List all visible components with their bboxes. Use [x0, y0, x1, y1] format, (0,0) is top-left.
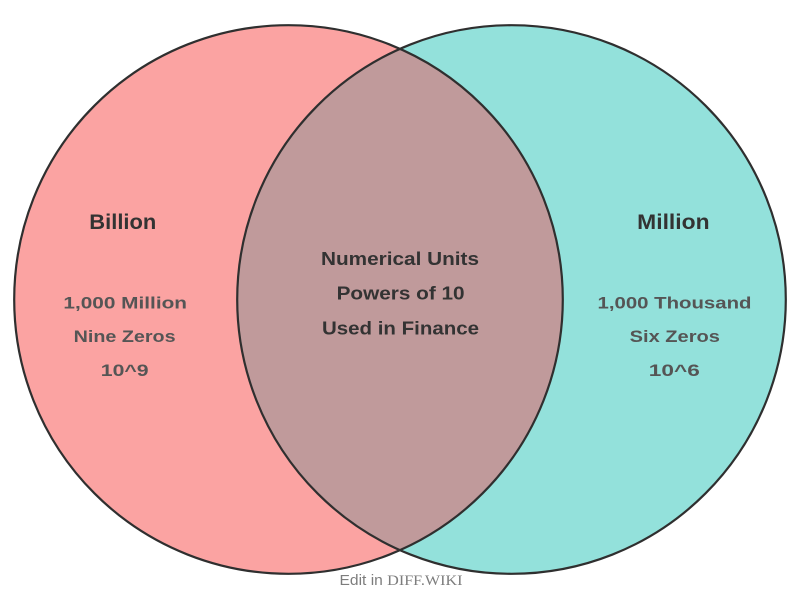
svg-text:10^9: 10^9	[101, 361, 149, 380]
svg-text:10^6: 10^6	[649, 361, 700, 380]
svg-text:Powers of 10: Powers of 10	[337, 283, 465, 303]
svg-text:Numerical Units: Numerical Units	[321, 249, 479, 269]
svg-text:Used in Finance: Used in Finance	[322, 318, 479, 338]
svg-text:Nine Zeros: Nine Zeros	[74, 327, 176, 346]
svg-text:1,000 Thousand: 1,000 Thousand	[598, 294, 752, 313]
svg-text:1,000 Million: 1,000 Million	[63, 294, 187, 313]
svg-text:Six Zeros: Six Zeros	[630, 327, 720, 346]
svg-text:Million: Million	[637, 211, 709, 234]
svg-text:Billion: Billion	[89, 211, 156, 234]
svg-text:Edit in DIFF.WIKI: Edit in DIFF.WIKI	[340, 573, 463, 589]
